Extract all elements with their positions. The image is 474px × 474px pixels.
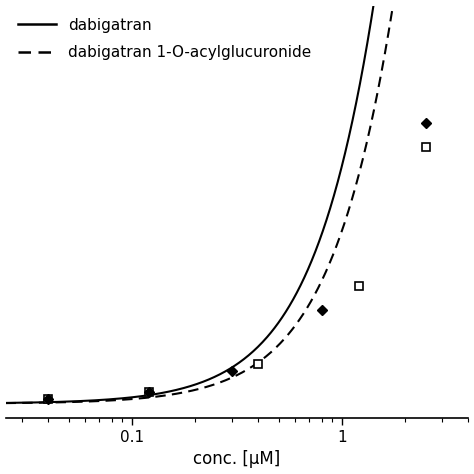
dabigatran bbox=[223, 368, 228, 374]
dabigatran 1-O-acylglucuronide bbox=[253, 361, 259, 367]
dabigatran 1-O-acylglucuronide bbox=[382, 50, 388, 56]
dabigatran bbox=[253, 346, 259, 352]
dabigatran bbox=[278, 316, 284, 322]
X-axis label: conc. [μM]: conc. [μM] bbox=[193, 450, 281, 468]
Line: dabigatran: dabigatran bbox=[6, 0, 468, 403]
dabigatran 1-O-acylglucuronide bbox=[225, 376, 231, 382]
dabigatran bbox=[3, 400, 9, 406]
dabigatran 1-O-acylglucuronide bbox=[223, 377, 228, 383]
Line: dabigatran 1-O-acylglucuronide: dabigatran 1-O-acylglucuronide bbox=[6, 0, 468, 403]
Legend: dabigatran, dabigatran 1-O-acylglucuronide: dabigatran, dabigatran 1-O-acylglucuroni… bbox=[13, 13, 316, 64]
dabigatran 1-O-acylglucuronide bbox=[278, 339, 284, 345]
dabigatran 1-O-acylglucuronide bbox=[3, 400, 9, 406]
dabigatran bbox=[225, 367, 231, 373]
